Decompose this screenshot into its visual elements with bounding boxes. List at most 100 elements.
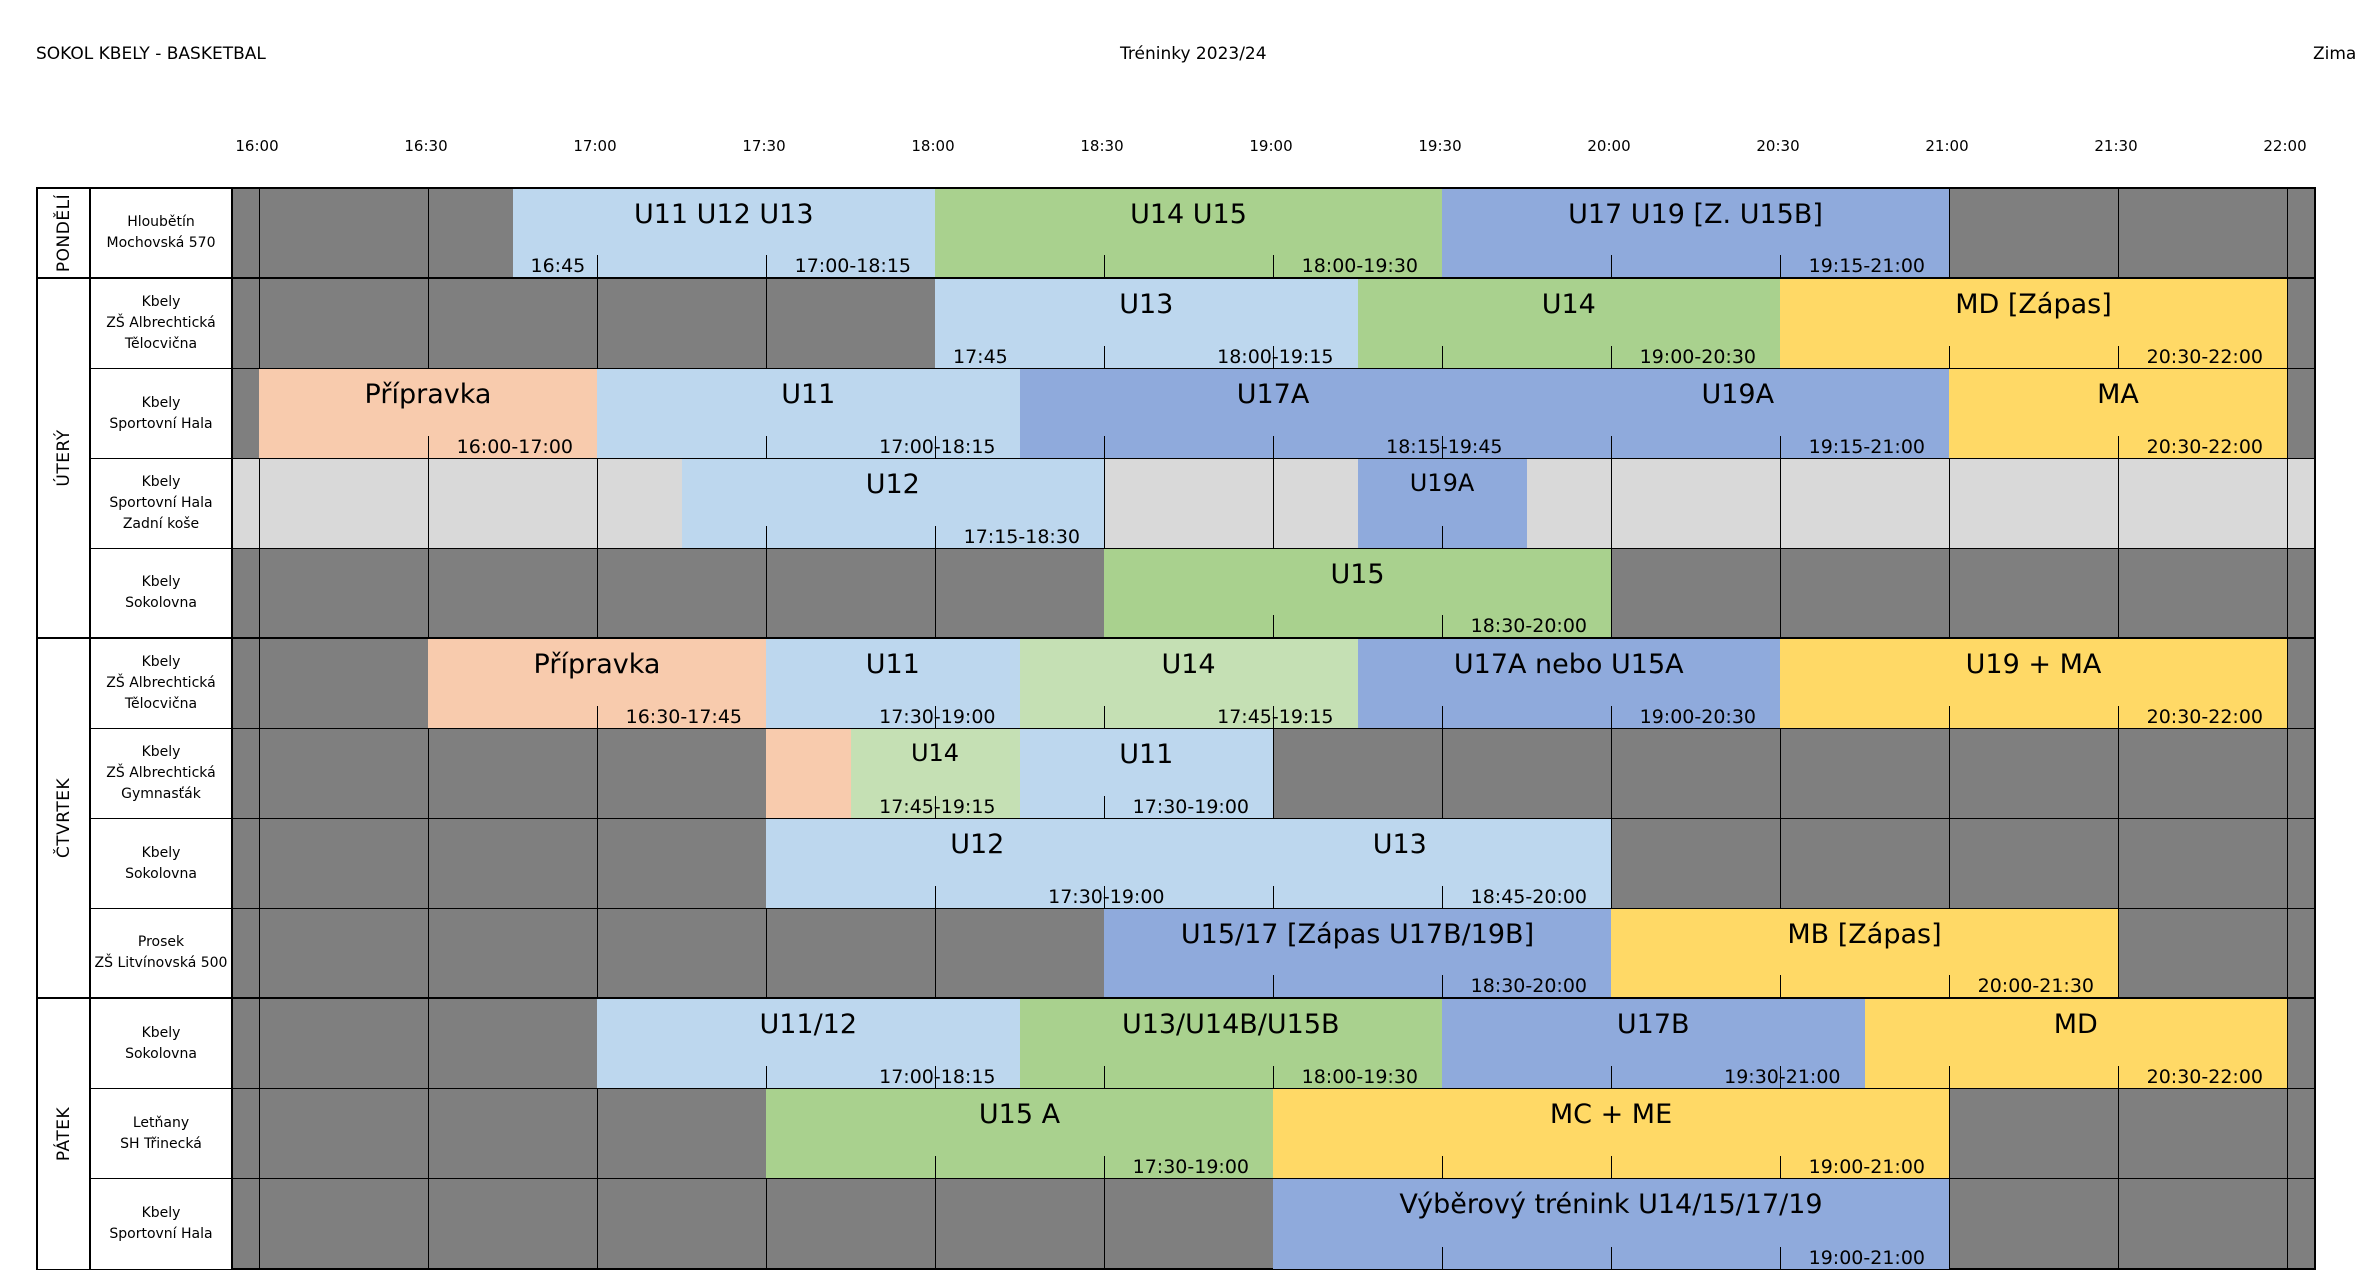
training-block[interactable]: MD [Zápas] 20:30-22:00 [1780,279,2287,368]
block-title: U17A nebo U15A [1453,649,1684,680]
grid-line [2118,1179,2119,1269]
season-label: Zima [2313,44,2357,64]
training-block[interactable]: MA 20:30-22:00 [1949,369,2287,458]
block-tick [1273,346,1274,368]
training-block[interactable]: U19A [1357,459,1527,548]
grid-line [428,1089,429,1178]
training-block[interactable]: U11 17:30-19:00 [766,639,1020,728]
training-block[interactable]: U11/12 17:00-18:15 [597,999,1020,1088]
block-title: U11 [865,649,920,680]
block-title: U17B [1616,1009,1690,1040]
grid-line [2287,999,2288,1088]
location-line: Hloubětín [127,214,195,230]
block-title: U11 U12 U13 [633,199,814,230]
block-tick [1442,615,1443,637]
block-tick [766,1066,767,1088]
training-block[interactable]: U15 18:30-20:00 [1104,549,1611,637]
grid-line [428,1179,429,1269]
training-block[interactable]: Přípravka 16:30-17:45 [428,639,766,728]
training-block[interactable]: U11 17:00-18:15 [597,369,1020,458]
block-tick [1949,346,1950,368]
block-title: U19A [1409,469,1475,497]
block-tick [1442,526,1443,548]
location-line: Kbely [141,844,181,861]
training-block[interactable]: U17A nebo U15A 19:00-20:30 [1357,639,1780,728]
training-block[interactable]: U17B 19:30-21:00 [1442,999,1865,1088]
training-block[interactable]: Přípravka 16:00-17:00 [259,369,597,458]
time-tick: 18:30 [1080,137,1124,155]
training-block[interactable]: U19A 19:15-21:00 [1526,369,1949,458]
grid-line [1611,729,1612,818]
location-cell: Kbely Sokolovna [91,819,233,909]
training-block[interactable]: U13 18:45-20:00 [1188,819,1611,908]
block-tick [1611,706,1612,728]
block-title: U13 [1372,829,1427,860]
training-block[interactable]: U12 17:30-19:00 [766,819,1189,908]
schedule-row: U15 18:30-20:00 [233,549,2314,639]
training-block[interactable]: MB [Zápas] 20:00-21:30 [1611,909,2118,997]
schedule-row: U15 A 17:30-19:00 MC + ME 19:00-21:00 [233,1089,2314,1179]
block-start-label: 17:45 [953,346,1008,368]
grid-line [2287,459,2288,548]
time-tick: 22:00 [2263,137,2307,155]
training-block[interactable]: U14 17:45-19:15 [850,729,1020,818]
training-block[interactable]: U17A 18:15-19:45 [1019,369,1527,458]
training-block[interactable]: U13/U14B/U15B 18:00-19:30 [1019,999,1442,1088]
grid-line [1611,459,1612,548]
grid-line [2287,819,2288,908]
training-block[interactable]: U14 U15 18:00-19:30 [935,189,1442,277]
training-block[interactable]: U14 17:45-19:15 [1019,639,1358,728]
grid-line [935,1179,936,1269]
location-line: Kbely [141,394,181,411]
grid-line [259,639,260,728]
training-block[interactable]: MD 20:30-22:00 [1864,999,2287,1088]
block-time: 17:00-18:15 [879,436,996,458]
training-block[interactable] [766,729,851,818]
schedule-row: U13 18:00-19:15 17:45 U14 19:00-20:30 MD [Záp… [233,279,2314,369]
grid-line [428,729,429,818]
training-block[interactable]: U14 19:00-20:30 [1357,279,1780,368]
block-time: 18:45-20:00 [1470,886,1587,908]
training-block[interactable]: U12 17:15-18:30 [681,459,1104,548]
training-block[interactable]: U11 17:30-19:00 [1019,729,1273,818]
training-block[interactable]: U19 + MA 20:30-22:00 [1780,639,2287,728]
grid-line [1273,729,1274,818]
location-line: Letňany [132,1114,190,1131]
block-time: 20:00-21:30 [1977,975,2094,997]
block-time: 17:30-19:00 [1132,796,1249,818]
training-block[interactable]: U17 U19 [Z. U15B] 19:15-21:00 [1442,189,1949,277]
location-line: Sokolovna [125,1045,197,1062]
grid-line [1949,729,1950,818]
location-line: ZŠ Albrechtická [106,315,216,331]
grid-line [428,279,429,368]
block-tick [1273,436,1274,458]
block-tick [935,886,936,908]
block-tick [1104,796,1105,818]
training-block[interactable]: MC + ME 19:00-21:00 [1273,1089,1949,1178]
block-time: 20:30-22:00 [2146,346,2263,368]
grid-line [428,549,429,637]
block-title: U17A [1236,379,1310,410]
block-tick [597,255,598,277]
training-block[interactable]: U15/17 [Zápas U17B/19B] 18:30-20:00 [1104,909,1611,997]
block-tick [935,796,936,818]
grid-line [935,549,936,637]
block-tick [1611,1156,1612,1178]
grid-line [2287,729,2288,818]
block-title: U11 [781,379,836,410]
location-cell: Prosek ZŠ Litvínovská 500 [91,909,233,999]
location-line: Sokolovna [125,595,197,611]
training-block[interactable]: U13 18:00-19:15 17:45 [935,279,1358,368]
grid-line [428,459,429,548]
block-tick [1611,255,1612,277]
training-block[interactable]: U11 U12 U13 17:00-18:15 16:45 [512,189,935,277]
time-tick: 17:00 [573,137,617,155]
block-title: U14 [1161,649,1216,680]
block-time: 19:15-21:00 [1808,255,1925,277]
training-block[interactable]: Výběrový trénink U14/15/17/19 19:00-21:00 [1273,1179,1949,1269]
training-block[interactable]: U15 A 17:30-19:00 [766,1089,1273,1178]
location-cell: Kbely Sokolovna [91,549,233,639]
block-tick [766,436,767,458]
location-line: Kbely [141,1024,181,1041]
grid-line [1273,459,1274,548]
